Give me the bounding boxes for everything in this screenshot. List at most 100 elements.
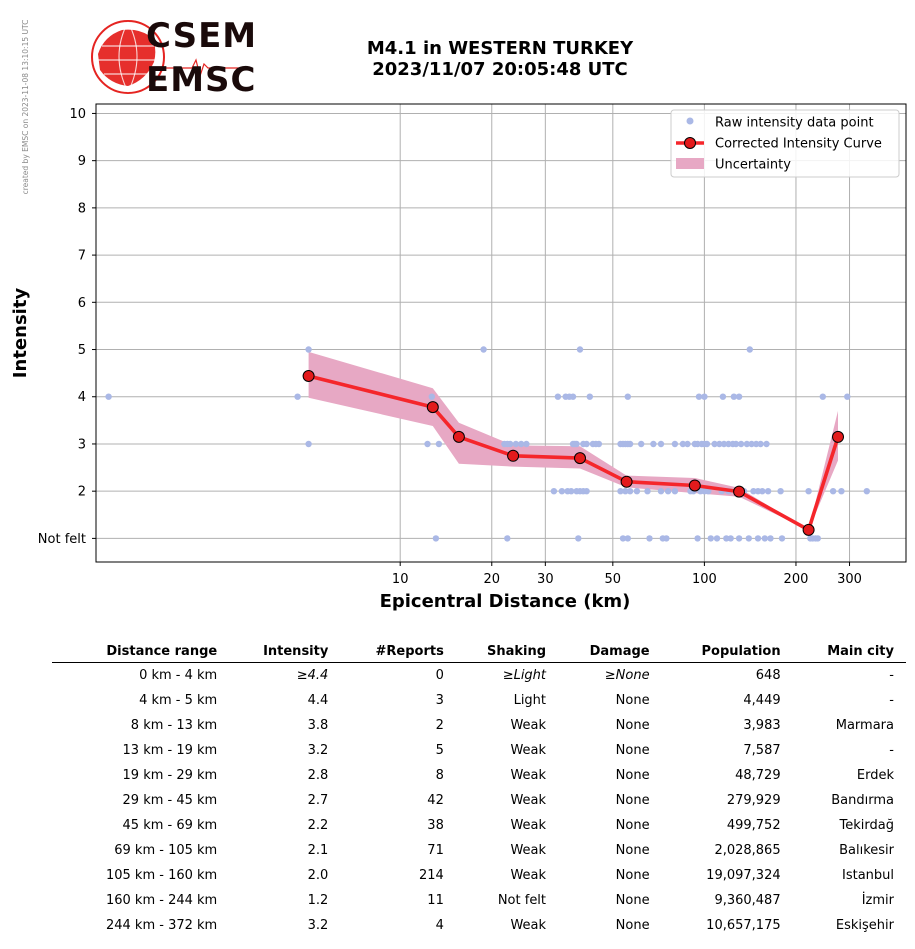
raw-data-point xyxy=(644,488,651,495)
raw-data-point xyxy=(723,535,730,542)
raw-data-point xyxy=(663,535,670,542)
raw-data-point xyxy=(713,535,721,542)
table-cell: 5 xyxy=(435,743,444,758)
table-row: 8 km - 13 km 3.8 2 Weak None 3,983 Marmara xyxy=(52,713,906,738)
raw-data-point xyxy=(777,488,784,495)
table-cell: None xyxy=(615,743,650,758)
raw-data-point xyxy=(657,440,665,448)
table-cell: 19,097,324 xyxy=(706,868,781,883)
raw-points xyxy=(105,346,870,542)
table-cell: 10,657,175 xyxy=(706,918,781,933)
table-cell: Erdek xyxy=(856,768,894,783)
raw-data-point xyxy=(844,393,851,400)
table-cell: None xyxy=(615,718,650,733)
emsc-logo: CSEM EMSC xyxy=(88,16,258,98)
raw-data-point xyxy=(814,535,821,542)
table-cell: 2.1 xyxy=(307,843,329,858)
table-header-row: Distance range Intensity #Reports Shaking Da… xyxy=(52,640,906,663)
raw-data-point xyxy=(432,535,440,542)
table-cell: 69 km - 105 km xyxy=(114,843,218,858)
table-row: 45 km - 69 km 2.2 38 Weak None 499,752 Tekirda… xyxy=(52,813,906,838)
raw-data-point xyxy=(617,488,624,495)
raw-data-point xyxy=(595,440,603,448)
raw-data-point xyxy=(633,488,641,495)
raw-data-point xyxy=(622,488,629,495)
raw-data-point xyxy=(305,346,312,353)
intensity-table: Distance range Intensity #Reports Shaking Da… xyxy=(52,640,906,938)
raw-data-point xyxy=(720,440,728,448)
raw-data-point xyxy=(586,393,593,400)
raw-data-point xyxy=(748,440,755,448)
curve-marker xyxy=(832,430,844,443)
table-cell: 648 xyxy=(755,668,781,683)
table-cell: None xyxy=(615,693,650,708)
y-tick-label: Not felt xyxy=(38,532,86,547)
table-cell: - xyxy=(889,693,894,708)
table-cell: 4,449 xyxy=(743,693,781,708)
legend-raw-label: Raw intensity data point xyxy=(715,116,874,131)
raw-data-point xyxy=(763,440,770,448)
plot-frame xyxy=(95,103,907,563)
table-cell: 160 km - 244 km xyxy=(105,893,218,908)
raw-data-point xyxy=(105,393,112,400)
intensity-chart: 10 20 30 50 100 200 300 Not felt 2 3 4 5 6 7 8 9 10 Epic… xyxy=(10,103,907,612)
raw-data-point xyxy=(735,535,743,542)
legend-raw-swatch xyxy=(686,117,694,125)
raw-data-point xyxy=(838,488,845,495)
table-cell: ≥None xyxy=(604,668,650,683)
raw-data-point xyxy=(716,440,723,448)
axis-ticks: 10 20 30 50 100 200 300 Not felt 2 3 4 5 6 7 8 9 10 xyxy=(38,107,862,587)
raw-data-point xyxy=(829,488,837,495)
y-tick-label: 4 xyxy=(78,390,86,405)
x-axis-label: Epicentral Distance (km) xyxy=(380,591,631,612)
raw-data-point xyxy=(694,535,701,542)
raw-data-point xyxy=(703,440,711,448)
legend: Raw intensity data point Corrected Inten… xyxy=(670,109,900,178)
table-cell: Eskişehir xyxy=(835,918,894,933)
x-tick-label: 300 xyxy=(837,572,862,587)
raw-data-point xyxy=(767,535,774,542)
table-row: 19 km - 29 km 2.8 8 Weak None 48,729 Erdek xyxy=(52,763,906,788)
table-cell: None xyxy=(615,818,650,833)
raw-data-point xyxy=(754,535,762,542)
table-cell: 38 xyxy=(427,818,444,833)
raw-data-point xyxy=(573,440,580,448)
raw-data-point xyxy=(759,488,766,495)
legend-box xyxy=(670,109,900,178)
table-cell: 11 xyxy=(427,893,444,908)
curve-marker xyxy=(426,401,439,414)
table-row: 105 km - 160 km 2.0 214 Weak None 19,097,324 I… xyxy=(52,863,906,888)
table-cell: 8 xyxy=(435,768,444,783)
raw-data-point xyxy=(504,535,511,542)
column-header: Intensity xyxy=(229,640,341,663)
title-datetime: 2023/11/07 20:05:48 UTC xyxy=(372,59,628,80)
raw-data-point xyxy=(705,488,712,495)
raw-data-point xyxy=(671,440,679,448)
table-cell: 499,752 xyxy=(726,818,781,833)
raw-data-point xyxy=(305,440,312,448)
curve-marker xyxy=(302,370,315,382)
y-tick-label: 6 xyxy=(78,296,86,311)
raw-data-point xyxy=(569,393,577,400)
curve-marker xyxy=(733,485,746,498)
table-cell: 3,983 xyxy=(743,718,781,733)
table-cell: 1.2 xyxy=(307,893,329,908)
raw-data-point xyxy=(428,393,435,400)
raw-data-point xyxy=(719,393,727,400)
table-cell: 2.7 xyxy=(307,793,329,808)
table-row: 160 km - 244 km 1.2 11 Not felt None 9,360,48… xyxy=(52,888,906,913)
table-cell: 19 km - 29 km xyxy=(122,768,218,783)
y-tick-label: 10 xyxy=(69,107,86,122)
curve-marker xyxy=(802,523,815,536)
table-cell: None xyxy=(615,918,650,933)
table-cell: 8 km - 13 km xyxy=(130,718,218,733)
table-cell: 214 xyxy=(419,868,444,883)
column-header: Shaking xyxy=(455,640,559,663)
table-cell: Weak xyxy=(510,868,547,883)
table-row: 29 km - 45 km 2.7 42 Weak None 279,929 Bandırm… xyxy=(52,788,906,813)
legend-uncertainty-label: Uncertainty xyxy=(715,158,791,173)
table-cell: Balıkesir xyxy=(839,843,894,858)
table-cell: Weak xyxy=(510,743,547,758)
table-cell: 2 xyxy=(435,718,444,733)
x-tick-label: 100 xyxy=(692,572,717,587)
